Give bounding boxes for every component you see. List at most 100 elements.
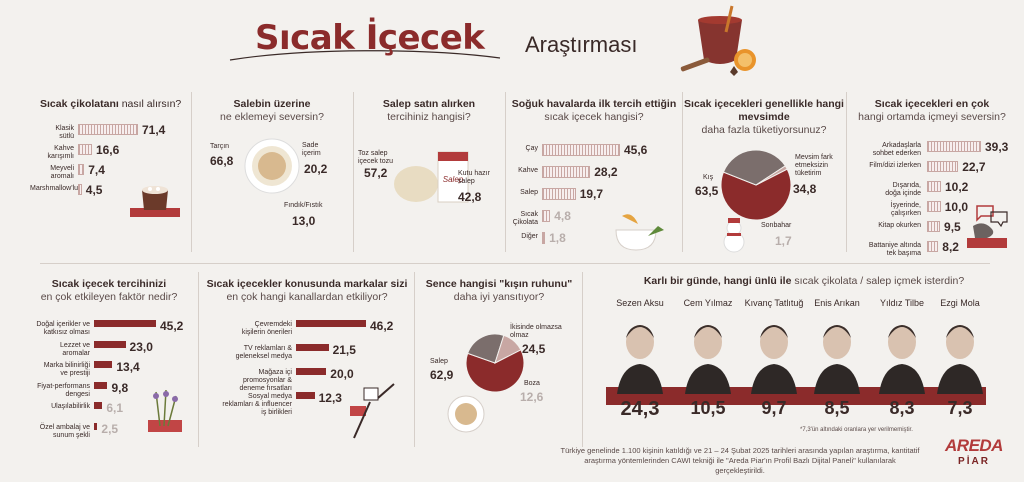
question-chocolate: Sıcak çikolatanı nasıl alırsın? xyxy=(40,98,182,110)
topping-value-0: 66,8 xyxy=(210,154,234,168)
celebrity-name-4: Yıldız Tilbe xyxy=(879,298,925,308)
tea-cup-illustration xyxy=(615,214,664,251)
salep-buy-label-0: Toz salep içecek tozu xyxy=(358,150,394,165)
logo-line-2: PİAR xyxy=(958,456,990,467)
chart-factor: Doğal içerikler ve katkısız olması 45,2 Lez… xyxy=(20,278,198,448)
bar-value-1: 21,5 xyxy=(332,343,356,357)
pie-season xyxy=(721,150,791,220)
chart-celebrity: Sezen Aksu 24,3 Cem Yılmaz 10,5 Kıvanç Tatlı… xyxy=(584,270,1024,482)
bar-label-2: Meyveli aromalı xyxy=(50,165,74,180)
bar-label-1: Kahve xyxy=(518,167,538,174)
panel-winter-soul: Sence hangisi "kışın ruhunu" daha iyi yan… xyxy=(416,278,582,448)
celebrity-photo-3 xyxy=(814,325,860,394)
bar-2 xyxy=(927,181,941,192)
pie-slice-2 xyxy=(494,334,522,364)
mulled-wine-illustration xyxy=(680,5,756,76)
footer-line-2: araştırma yöntemlerinden CAWI tekniği il… xyxy=(584,456,896,475)
bar-5 xyxy=(927,241,939,252)
bar-1 xyxy=(927,161,959,172)
bar-4 xyxy=(94,402,103,409)
chart-environment: Arkadaşlarla sohbet ederken 39,3 Film/dizi … xyxy=(847,98,1017,258)
bar-label-1: TV reklamları & geleneksel medya xyxy=(235,345,292,360)
pie-slice-0 xyxy=(721,168,791,220)
bar-1 xyxy=(296,344,329,351)
bar-label-2: Marka bilinirliği ve prestiji xyxy=(43,362,90,377)
winter-label-1: İkisinde olmazsa olmaz xyxy=(510,324,562,339)
season-label-0: Kış xyxy=(703,174,714,181)
bar-3 xyxy=(78,184,82,195)
bar-value-1: 16,6 xyxy=(95,143,120,157)
page-title: Sıcak İçecek xyxy=(255,18,485,58)
bar-value-3: 4,5 xyxy=(85,183,103,197)
pie-slice-0 xyxy=(466,349,524,392)
salep-buy-value-1: 42,8 xyxy=(458,190,482,204)
footer-text: Türkiye genelinde 1.100 kişinin katıldığ… xyxy=(560,446,920,476)
snowman-icon xyxy=(723,218,745,253)
logo-line-1: AREDA xyxy=(945,436,1003,455)
celebrity-photo-2 xyxy=(751,325,797,394)
season-value-1: 34,8 xyxy=(793,182,817,196)
bar-0 xyxy=(927,141,981,152)
bar-value-5: 2,5 xyxy=(101,421,119,436)
bar-label-0: Klasik sütlü xyxy=(55,125,74,140)
bar-2 xyxy=(94,361,113,368)
bar-label-0: Çay xyxy=(525,145,538,152)
celebrity-name-1: Cem Yılmaz xyxy=(683,298,733,308)
question-winter-soul: Sence hangisi "kışın ruhunu" daha iyi yan… xyxy=(425,278,573,303)
bar-value-2: 13,4 xyxy=(116,360,140,374)
salep-powder-illustration: Salep xyxy=(394,151,469,203)
bar-label-5: Özel ambalaj ve sunum şekli xyxy=(39,423,90,439)
topping-label-0: Tarçın xyxy=(210,143,230,150)
salep-topping-labels: Tarçın 66,8 Sade içerim 20,2 Fındık/Fıstık 13,… xyxy=(192,98,352,258)
chat-hands-icon xyxy=(967,205,1008,248)
title-underline-swoosh xyxy=(229,50,501,61)
bar-value-5: 8,2 xyxy=(942,240,959,254)
header: Sıcak İçecek Araştırması xyxy=(0,0,1024,90)
bar-0 xyxy=(542,144,620,156)
bar-label-3: Sıcak Çikolata xyxy=(512,211,538,226)
question-factor: Sıcak içecek tercihinizi en çok etkileyen… xyxy=(40,278,178,303)
question-cold-weather: Soğuk havalarda ilk tercih ettiğin sıcak … xyxy=(511,98,677,123)
season-value-0: 63,5 xyxy=(695,184,719,198)
footnote: *7,3'ün altındaki oranlara yer verilmemi… xyxy=(800,427,913,433)
winter-label-0: Salep xyxy=(430,358,448,365)
bar-label-0: Çevremdeki kişilerin önerileri xyxy=(241,321,292,336)
bar-label-3: Fiyat-performans dengesi xyxy=(37,382,90,398)
bar-label-1: Film/dizi izlerken xyxy=(869,162,921,169)
bar-4 xyxy=(542,232,546,244)
salep-buy-labels: Toz salep içecek tozu 57,2 Kutu hazır salep 4… xyxy=(354,98,504,258)
bar-value-1: 22,7 xyxy=(962,160,986,174)
bar-value-0: 45,6 xyxy=(624,143,648,157)
chart-chocolate: Klasik sütlü 71,4 Kahve karışımlı 16,6 Meyveli… xyxy=(30,98,190,258)
bar-value-0: 71,4 xyxy=(142,123,166,137)
pie-slice-2 xyxy=(755,165,788,186)
chart-cold-weather: Çay 45,6 Kahve 28,2 Salep 19,7 Sıcak Çikolata 4,… xyxy=(506,98,682,258)
bar-label-3: Sosyal medya reklamları & influencer iş bi… xyxy=(222,393,292,416)
bar-value-3: 4,8 xyxy=(554,209,571,223)
bar-label-5: Battaniye altında tek başıma xyxy=(868,242,921,257)
bar-value-3: 9,8 xyxy=(111,380,129,395)
bar-value-2: 7,4 xyxy=(88,163,105,177)
winter-label-2: Boza xyxy=(524,380,540,387)
bar-value-4: 1,8 xyxy=(549,231,566,245)
bar-label-2: Mağaza içi promosyonlar & deneme fırsatlar… xyxy=(239,369,292,392)
salep-cup-icon xyxy=(447,395,485,433)
panel-cold-weather: Soğuk havalarda ilk tercih ettiğin sıcak … xyxy=(506,98,682,258)
bar-0 xyxy=(296,320,366,327)
chart-channels: Çevremdeki kişilerin önerileri 46,2 TV rekl… xyxy=(200,278,414,448)
bar-0 xyxy=(94,320,156,327)
bar-value-3: 10,0 xyxy=(944,200,969,214)
bar-label-0: Doğal içerikler ve katkısız olması xyxy=(36,321,90,336)
bar-3 xyxy=(542,210,551,222)
bar-5 xyxy=(94,422,98,430)
bar-value-0: 45,2 xyxy=(160,319,184,333)
bar-label-1: Kahve karışımlı xyxy=(47,145,74,160)
season-label-2: Sonbahar xyxy=(761,222,792,229)
bar-value-0: 39,3 xyxy=(985,140,1009,154)
bar-2 xyxy=(296,368,327,375)
bar-label-2: Dışarıda, doğa içinde xyxy=(885,182,921,197)
celebrity-value-2: 9,7 xyxy=(761,398,787,418)
season-label-1: Mevsim fark etmeksizin tüketirim xyxy=(795,154,833,177)
bar-value-2: 19,7 xyxy=(579,187,604,201)
celebrity-value-1: 10,5 xyxy=(690,398,726,418)
